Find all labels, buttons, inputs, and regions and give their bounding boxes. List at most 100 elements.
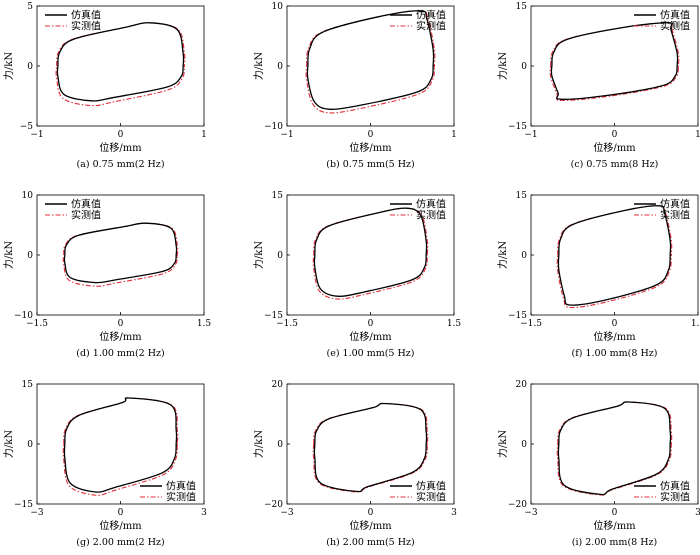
legend-label-measured: 实测值	[71, 209, 101, 222]
x-axis-label: 位移/mm	[99, 141, 142, 154]
x-axis-label: 位移/mm	[349, 141, 392, 154]
y-tick-label: 5	[27, 2, 33, 12]
x-axis-label: 位移/mm	[593, 330, 636, 343]
y-tick-label: 15	[22, 380, 34, 390]
y-tick-label: 10	[22, 191, 34, 201]
legend-label-measured: 实测值	[416, 209, 446, 222]
legend-label-simulated: 仿真值	[71, 198, 101, 211]
y-axis-label: 力/kN	[252, 430, 265, 458]
subplot-g: −3 0 3 15 0 −15 位移/mm 力/kN (g) 2.00 mm(2 Hz) 仿真值实…	[2, 380, 207, 548]
y-axis-label: 力/kN	[496, 52, 509, 80]
legend-label-measured: 实测值	[660, 20, 690, 33]
subplot-c: −1 0 1 15 0 −15 位移/mm 力/kN (c) 0.75 mm(8 Hz) 仿真值实…	[496, 2, 700, 170]
legend-label-measured: 实测值	[71, 20, 101, 33]
series-line-measured	[312, 402, 429, 493]
subplot-caption: (g) 2.00 mm(2 Hz)	[76, 537, 164, 548]
legend-label-measured: 实测值	[416, 20, 446, 33]
y-tick-label: 15	[272, 191, 284, 201]
legend-label-simulated: 仿真值	[660, 198, 690, 211]
subplot-caption: (e) 1.00 mm(5 Hz)	[326, 348, 414, 359]
subplot-caption: (a) 0.75 mm(2 Hz)	[76, 159, 164, 170]
subplot-f: −1.5 0 1.5 15 0 −15 位移/mm 力/kN (f) 1.00 mm(8 Hz)…	[496, 191, 700, 359]
x-tick-label: −1	[280, 130, 293, 140]
legend-label-simulated: 仿真值	[71, 9, 101, 22]
y-tick-label: 0	[27, 62, 33, 72]
legend-label-simulated: 仿真值	[660, 9, 690, 22]
y-tick-label: −15	[14, 500, 33, 510]
series-line-simulated	[550, 22, 679, 100]
x-axis-label: 位移/mm	[349, 519, 392, 532]
series-line-simulated	[63, 397, 178, 493]
y-tick-label: −10	[264, 122, 283, 132]
y-tick-label: 20	[516, 380, 528, 390]
y-tick-label: −5	[20, 122, 34, 132]
y-axis-label: 力/kN	[252, 52, 265, 80]
y-tick-label: 0	[521, 251, 527, 261]
y-tick-label: 20	[272, 380, 284, 390]
x-tick-label: −3	[280, 508, 294, 518]
series-line-measured	[62, 397, 179, 496]
y-tick-label: −20	[508, 500, 527, 510]
x-axis-label: 位移/mm	[593, 141, 636, 154]
x-tick-label: 0	[368, 508, 374, 518]
x-tick-label: −1	[524, 130, 537, 140]
y-axis-label: 力/kN	[252, 241, 265, 269]
legend-label-simulated: 仿真值	[660, 480, 690, 493]
y-tick-label: 15	[516, 191, 528, 201]
legend-label-measured: 实测值	[660, 209, 690, 222]
y-axis-label: 力/kN	[2, 241, 15, 269]
subplot-caption: (i) 2.00 mm(8 Hz)	[572, 537, 657, 548]
legend-label-simulated: 仿真值	[416, 9, 446, 22]
y-tick-label: 0	[277, 62, 283, 72]
series-line-measured	[312, 207, 429, 300]
subplot-caption: (d) 1.00 mm(2 Hz)	[76, 348, 164, 359]
x-tick-label: 0	[118, 319, 124, 329]
legend-label-measured: 实测值	[166, 491, 196, 504]
y-axis-label: 力/kN	[496, 241, 509, 269]
x-tick-label: 0	[118, 508, 124, 518]
legend-label-simulated: 仿真值	[416, 480, 446, 493]
y-axis-label: 力/kN	[2, 430, 15, 458]
subplot-i: −3 0 3 20 0 −20 位移/mm 力/kN (i) 2.00 mm(8 Hz) 仿真值实…	[496, 380, 700, 548]
subplot-d: −1.5 0 1.5 10 0 −10 位移/mm 力/kN (d) 1.00 mm(2 Hz)…	[2, 191, 211, 359]
series-line-simulated	[557, 205, 672, 306]
x-tick-label: 3	[201, 508, 207, 518]
subplot-caption: (b) 0.75 mm(5 Hz)	[326, 159, 414, 170]
series-line-measured	[62, 222, 179, 287]
legend-label-measured: 实测值	[416, 491, 446, 504]
x-tick-label: 0	[612, 508, 618, 518]
series-line-measured	[305, 10, 436, 114]
y-tick-label: 0	[277, 251, 283, 261]
x-axis-label: 位移/mm	[593, 519, 636, 532]
series-line-measured	[549, 22, 680, 102]
x-tick-label: 0	[612, 319, 618, 329]
x-tick-label: 3	[695, 508, 700, 518]
x-tick-label: −1.5	[276, 319, 298, 329]
x-tick-label: −3	[30, 508, 44, 518]
y-tick-label: 0	[521, 440, 527, 450]
y-tick-label: 0	[27, 251, 33, 261]
series-line-simulated	[557, 401, 672, 496]
x-tick-label: −1.5	[520, 319, 542, 329]
x-axis-label: 位移/mm	[99, 519, 142, 532]
x-tick-label: 0	[368, 130, 374, 140]
y-tick-label: 0	[521, 62, 527, 72]
x-axis-label: 位移/mm	[99, 330, 142, 343]
subplot-caption: (c) 0.75 mm(8 Hz)	[571, 159, 659, 170]
series-line-measured	[556, 205, 673, 309]
x-tick-label: −1	[30, 130, 43, 140]
y-axis-label: 力/kN	[496, 430, 509, 458]
series-line-measured	[556, 401, 673, 496]
legend-label-measured: 实测值	[660, 491, 690, 504]
legend-label-simulated: 仿真值	[166, 480, 196, 493]
series-line-simulated	[63, 222, 178, 284]
y-tick-label: −15	[508, 311, 527, 321]
